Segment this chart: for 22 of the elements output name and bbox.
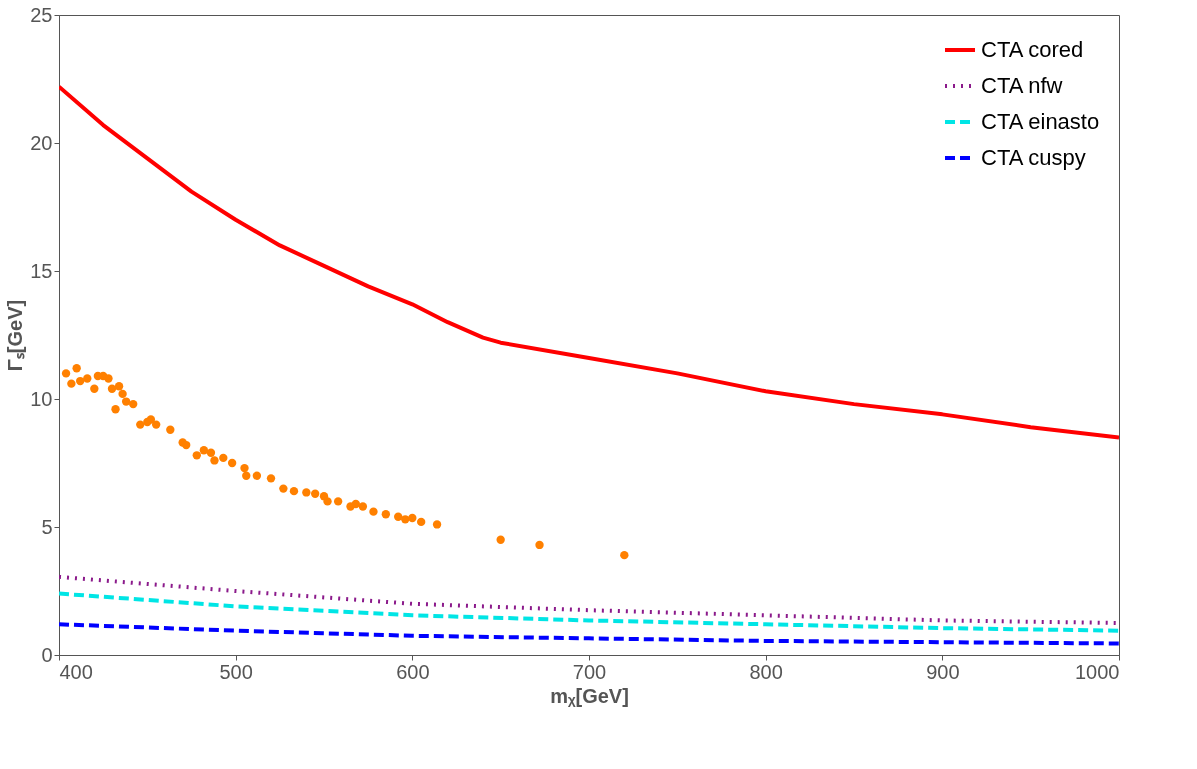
legend-label: CTA cuspy (981, 145, 1086, 170)
x-tick-label: 1000 (1075, 660, 1120, 683)
x-tick-label: 600 (396, 660, 430, 683)
x-tick-label: 800 (749, 660, 783, 683)
x-axis-title: mᵪ[GeV] (550, 684, 629, 707)
y-axis-title: Γₛ[GeV] (4, 299, 27, 372)
y-tick-label: 25 (30, 3, 53, 26)
y-tick-label: 20 (30, 131, 53, 154)
line-series (59, 591, 1119, 633)
y-tick-label: 10 (30, 387, 53, 410)
legend-label: CTA cored (981, 37, 1084, 62)
y-tick-label: 5 (41, 515, 53, 538)
x-tick-label: 500 (219, 660, 253, 683)
x-tick-label: 900 (926, 660, 960, 683)
legend-label: CTA nfw (981, 73, 1063, 98)
y-tick-label: 15 (30, 259, 53, 282)
x-tick-label: 400 (59, 660, 93, 683)
line-series (59, 622, 1119, 646)
legend-label: CTA einasto (981, 109, 1100, 134)
y-tick-label: 0 (41, 643, 53, 666)
x-tick-label: 700 (572, 660, 607, 683)
line-series (59, 574, 1119, 625)
